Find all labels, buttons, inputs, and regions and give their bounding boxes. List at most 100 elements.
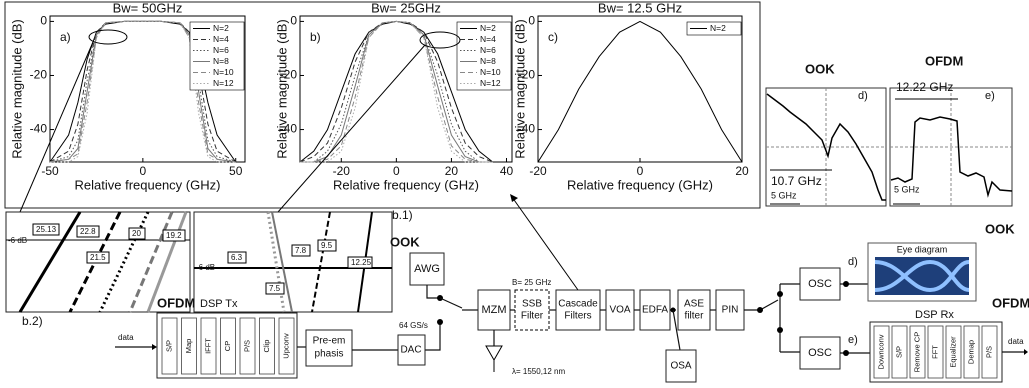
arrow-head [1024,349,1028,355]
legend-label: N=4 [480,34,496,44]
legend-label: N=12 [213,78,234,88]
y-tick-label: -40 [280,122,298,136]
block-label: Cascade [558,299,598,310]
dsp-block-label: Map [184,339,193,354]
x-axis-label: Relative frequency (GHz) [333,177,479,192]
switch-node [757,307,763,313]
chart-title: Bw= 50GHz [113,0,183,15]
bandwidth-label: 12.22 GHz [896,80,953,94]
node [843,350,849,356]
dsp-block-label: Clip [262,340,271,353]
spectrum-title: OFDM [925,53,963,68]
ref-label: -6 dB [196,263,215,272]
x-tick-label: 20 [445,164,459,178]
y-axis-label: Relative magnitude (dB) [9,19,24,158]
legend-label: N=2 [480,23,496,33]
dsp-title: DSP Rx [915,309,954,321]
block-label: filter [685,311,705,322]
y-tick-label: -20 [30,68,48,82]
node [843,281,849,287]
switch-node [777,291,783,297]
value-label: 21.5 [90,253,106,262]
filter-bw: B= 25 GHz [512,278,551,287]
dsp-block-label: S/P [894,346,903,358]
laser-label: λ= 1550,12 nm [512,367,565,376]
panel-label: b.1) [392,208,413,222]
legend-label: N=12 [480,78,501,88]
block-label: ASE [684,299,704,310]
block-label: DAC [400,345,421,356]
dsp-title: DSP Tx [200,298,238,310]
value-label: 6.3 [231,253,243,262]
value-label: 7.5 [269,284,281,293]
switch-node [777,327,783,333]
block-label: OSA [670,361,691,372]
value-label: 7.8 [295,246,307,255]
x-axis-label: Relative frequency (GHz) [75,177,221,192]
io-label: data [118,333,134,342]
value-label: 22.8 [80,227,96,236]
dsp-block-label: IFFT [203,338,212,354]
block-label: Filters [564,311,591,322]
dsp-block-label: S/P [164,340,173,352]
x-tick-label: 0 [637,164,644,178]
dsp-block-label: FFT [930,345,939,359]
x-tick-label: 40 [500,164,514,178]
value-label: 12.25 [351,258,372,267]
block-label: AWG [414,263,440,275]
scale-label: 5 GHz [894,184,920,194]
y-tick-label: 0 [528,14,535,28]
dsp-block-label: Remove CP [912,332,921,372]
block-label: SSB [522,299,542,310]
block-label: Filter [521,311,544,322]
dsp-block-label: Demap [966,340,975,364]
block-label: phasis [315,349,344,360]
spectrum-title: OOK [805,61,835,76]
mode-label: OOK [390,234,420,249]
rate-label: 64 GS/s [399,321,428,330]
y-axis-label: Relative magnitude (dB) [512,19,527,158]
legend-label: N=8 [480,56,496,66]
x-tick-label: 20 [735,164,749,178]
panel-label: e) [985,90,995,102]
panel-label: a) [60,30,71,44]
panel-label: b) [310,30,321,44]
y-tick-label: 0 [290,14,297,28]
legend-label: N=2 [213,23,229,33]
x-tick-label: 0 [140,164,147,178]
dsp-block-label: CP [223,341,232,351]
value-label: 20 [132,229,141,238]
ref-label: -6 dB [8,236,27,245]
arrow-head [510,194,518,202]
legend-label: N=10 [480,67,501,77]
dsp-block-label: P/S [984,346,993,358]
io-label: data [1008,337,1024,346]
block-label: PIN [722,305,739,316]
mode-label: OOK [985,221,1015,236]
scale-label: 5 GHz [771,190,797,200]
mode-label: OFDM [157,295,195,310]
y-tick-label: -20 [518,68,536,82]
x-tick-label: -20 [333,164,351,178]
x-axis-label: Relative frequency (GHz) [567,177,713,192]
block-label: OSC [808,278,832,290]
legend-label: N=4 [213,34,229,44]
dsp-block-label: Upconv [281,333,290,359]
value-label: 25.13 [36,225,57,234]
panel-label: b.2) [22,314,43,328]
block-label: MZM [481,304,506,316]
dsp-block-label: Downconv [876,334,885,369]
legend-label: N=2 [710,23,726,33]
y-axis-label: Relative magnitude (dB) [274,19,289,158]
panel-label: d) [848,256,858,268]
y-tick-label: -20 [280,68,298,82]
eye-title: Eye diagram [897,244,948,254]
y-tick-label: -40 [518,122,536,136]
mode-label: OFDM [992,295,1029,310]
block-label: VOA [609,305,630,316]
y-tick-label: 0 [40,14,47,28]
x-tick-label: 50 [229,164,243,178]
x-tick-label: -50 [41,164,59,178]
x-tick-label: 0 [393,164,400,178]
laser-icon [486,346,502,360]
